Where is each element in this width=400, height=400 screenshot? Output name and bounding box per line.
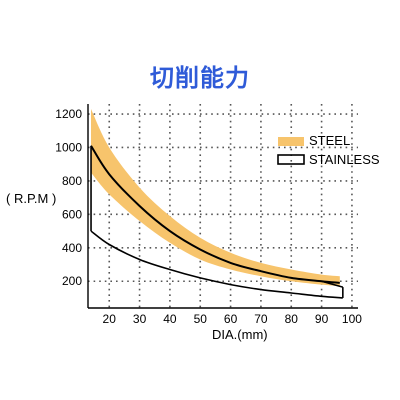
x-axis-label: DIA.(mm) — [212, 327, 268, 342]
x-tick-label: 90 — [315, 312, 329, 326]
y-axis-label: ( R.P.M ) — [6, 191, 56, 206]
axes — [87, 104, 358, 309]
ticks: 200 400 600 800 1000 1200 20 30 40 50 60 70 80 90 100 — [55, 107, 362, 326]
y-tick-label: 1000 — [55, 140, 82, 154]
x-tick-label: 60 — [224, 312, 238, 326]
legend-swatch-steel — [278, 137, 304, 146]
stainless-upper-end — [321, 280, 344, 288]
x-tick-label: 100 — [342, 312, 362, 326]
y-tick-label: 1200 — [55, 107, 82, 121]
x-tick-label: 20 — [103, 312, 117, 326]
legend: STEEL STAINLESS — [277, 133, 380, 167]
y-tick-label: 200 — [62, 274, 82, 288]
steel-band-area — [91, 109, 340, 287]
legend-label-steel: STEEL — [309, 133, 350, 148]
curves — [90, 145, 344, 299]
legend-swatch-stainless — [277, 154, 305, 165]
y-tick-label: 800 — [62, 174, 82, 188]
steel-curve — [90, 145, 340, 284]
x-tick-label: 70 — [254, 312, 268, 326]
x-tick-label: 30 — [133, 312, 147, 326]
y-tick-label: 400 — [62, 241, 82, 255]
steel-band — [91, 109, 340, 287]
legend-label-stainless: STAINLESS — [309, 152, 380, 167]
chart-title: 切削能力 — [150, 64, 250, 92]
x-tick-label: 50 — [194, 312, 208, 326]
x-tick-label: 40 — [163, 312, 177, 326]
y-tick-label: 600 — [62, 207, 82, 221]
x-tick-label: 80 — [285, 312, 299, 326]
stainless-lower-curve — [90, 230, 343, 299]
